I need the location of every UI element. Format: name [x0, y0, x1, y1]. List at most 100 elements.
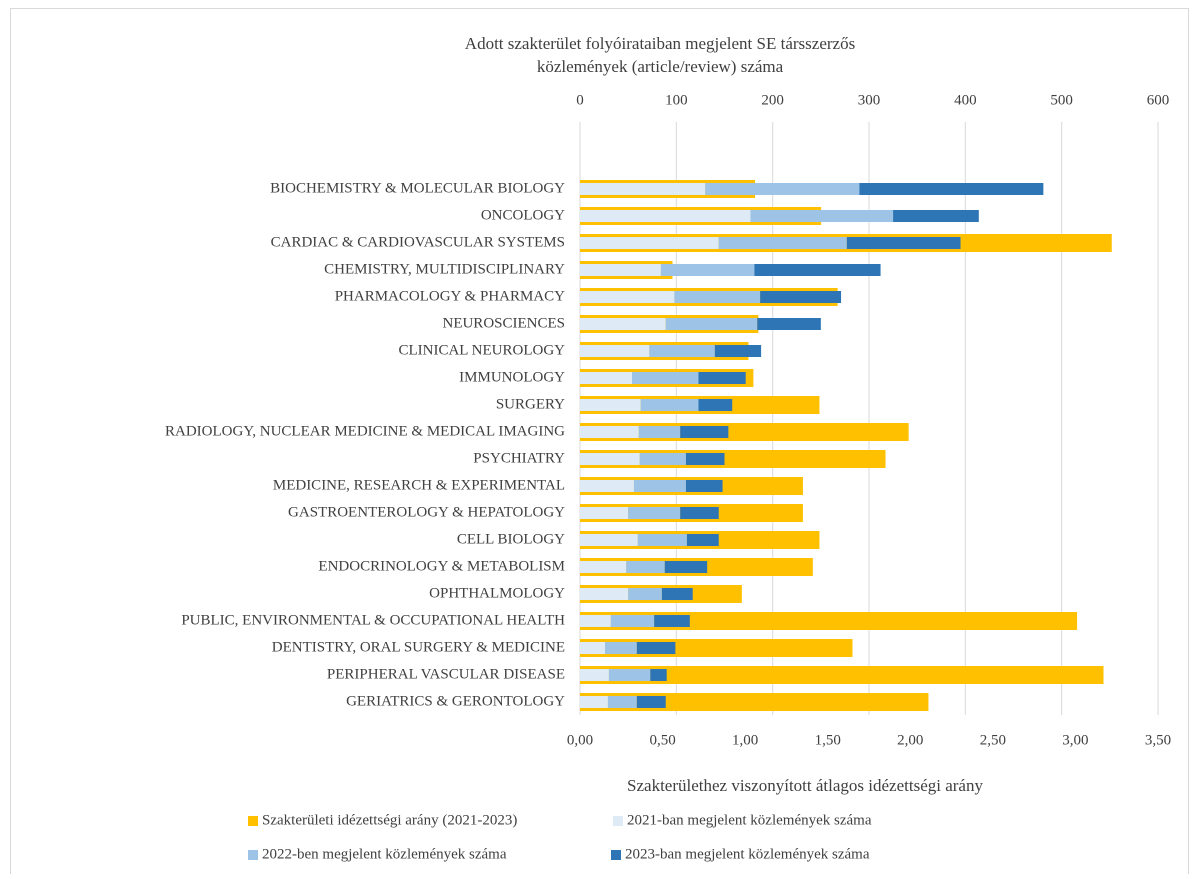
bar-segment: [580, 291, 675, 303]
bar-segment: [639, 453, 686, 465]
bar-segment: [705, 183, 860, 195]
x2-tick-label: 600: [1147, 92, 1170, 108]
x2-axis-title: Adott szakterület folyóirataiban megjele…: [465, 34, 855, 53]
bar-segment: [580, 183, 706, 195]
x2-tick-label: 300: [858, 92, 881, 108]
bar-segment: [580, 615, 611, 627]
bar: [580, 693, 929, 711]
bar-segment: [580, 561, 627, 573]
bar-segment: [893, 210, 979, 222]
category-label: ONCOLOGY: [481, 207, 565, 223]
bar-segment: [626, 561, 665, 573]
bar-segment: [628, 507, 681, 519]
bar-segment: [698, 372, 746, 384]
bar-segment: [580, 696, 608, 708]
bar-segment: [846, 237, 961, 249]
bar-segment: [660, 264, 755, 276]
x2-axis-title: közlemények (article/review) száma: [537, 57, 784, 76]
bar-segment: [640, 399, 699, 411]
category-label: OPHTHALMOLOGY: [429, 585, 565, 601]
legend-label: 2023-ban megjelent közlemények száma: [625, 846, 870, 862]
bar-segment: [632, 372, 699, 384]
legend-swatch: [248, 816, 258, 826]
bar-segment: [580, 453, 640, 465]
bar-segment: [680, 426, 729, 438]
category-label: DENTISTRY, ORAL SURGERY & MEDICINE: [272, 639, 565, 655]
category-label: BIOCHEMISTRY & MOLECULAR BIOLOGY: [270, 180, 565, 196]
legend-label: 2021-ban megjelent közlemények száma: [627, 812, 872, 828]
bar-segment: [608, 669, 651, 681]
bar-segment: [638, 426, 681, 438]
x-tick-label: 3,50: [1145, 732, 1171, 748]
bar-segment: [760, 291, 842, 303]
bar-segment: [750, 210, 894, 222]
bar-segment: [649, 345, 715, 357]
bar-segment: [636, 642, 676, 654]
bar-segment: [580, 507, 629, 519]
category-label: CELL BIOLOGY: [457, 531, 565, 547]
category-label: PUBLIC, ENVIRONMENTAL & OCCUPATIONAL HEA…: [181, 612, 565, 628]
bar-segment: [580, 345, 650, 357]
x-tick-label: 2,00: [897, 732, 923, 748]
x-tick-label: 0,50: [649, 732, 675, 748]
category-label: CLINICAL NEUROLOGY: [398, 342, 565, 358]
bar-segment: [757, 318, 821, 330]
bar: [580, 666, 1104, 684]
bar-segment: [686, 534, 719, 546]
legend-swatch: [248, 850, 258, 860]
bar-segment: [580, 237, 719, 249]
bar-segment: [580, 534, 638, 546]
category-label: GERIATRICS & GERONTOLOGY: [346, 693, 565, 709]
bar-segment: [650, 669, 667, 681]
bar-segment: [580, 480, 634, 492]
x2-tick-label: 0: [576, 92, 584, 108]
chart-frame: [10, 8, 1189, 879]
bar-segment: [714, 345, 762, 357]
category-label: PSYCHIATRY: [473, 450, 565, 466]
bar-segment: [605, 642, 637, 654]
category-label: PERIPHERAL VASCULAR DISEASE: [327, 666, 565, 682]
bar-segment: [580, 318, 666, 330]
bar-segment: [580, 669, 609, 681]
legend-label: 2022-ben megjelent közlemények száma: [262, 846, 507, 862]
category-label: RADIOLOGY, NUCLEAR MEDICINE & MEDICAL IM…: [165, 423, 565, 439]
bar-segment: [580, 642, 606, 654]
x-tick-label: 1,00: [732, 732, 758, 748]
bar-segment: [665, 318, 758, 330]
x2-tick-label: 200: [761, 92, 784, 108]
bar-segment: [580, 372, 633, 384]
x2-tick-label: 400: [954, 92, 977, 108]
bar-segment: [685, 453, 725, 465]
bar-segment: [664, 561, 708, 573]
x2-tick-label: 100: [665, 92, 688, 108]
bar-segment: [718, 237, 847, 249]
bar-segment: [654, 615, 690, 627]
bar-segment: [580, 588, 629, 600]
bar-segment: [754, 264, 881, 276]
x-axis-title: Szakterülethez viszonyított átlagos idéz…: [627, 776, 983, 795]
category-label: SURGERY: [496, 396, 565, 412]
category-label: CHEMISTRY, MULTIDISCIPLINARY: [324, 261, 565, 277]
bar-segment: [628, 588, 662, 600]
bar-segment: [580, 210, 751, 222]
bar-segment: [610, 615, 655, 627]
bar-segment: [636, 696, 666, 708]
category-label: PHARMACOLOGY & PHARMACY: [335, 288, 565, 304]
category-label: MEDICINE, RESEARCH & EXPERIMENTAL: [273, 477, 565, 493]
bar-segment: [859, 183, 1044, 195]
legend-label: Szakterületi idézettségi arány (2021-202…: [262, 812, 517, 828]
bar-segment: [680, 507, 719, 519]
x-tick-label: 1,50: [815, 732, 841, 748]
category-label: ENDOCRINOLOGY & METABOLISM: [318, 558, 565, 574]
bar: [580, 612, 1078, 630]
legend-swatch: [611, 850, 621, 860]
x-tick-label: 2,50: [980, 732, 1006, 748]
x2-tick-label: 500: [1050, 92, 1073, 108]
bar-segment: [637, 534, 687, 546]
category-label: GASTROENTEROLOGY & HEPATOLOGY: [288, 504, 565, 520]
bar-segment: [698, 399, 733, 411]
bar-segment: [633, 480, 686, 492]
category-label: IMMUNOLOGY: [459, 369, 565, 385]
bar-segment: [580, 426, 639, 438]
